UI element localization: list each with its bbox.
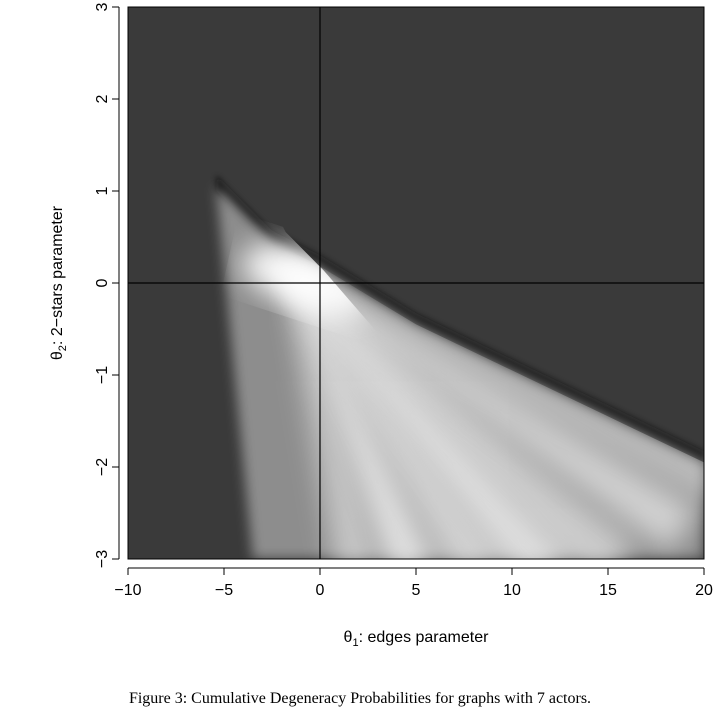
degeneracy-streak <box>289 270 700 554</box>
y-tick-label: 3 <box>94 2 111 11</box>
x-tick-label: −10 <box>114 582 141 599</box>
x-axis-label-subscript: 1 <box>352 637 358 649</box>
degeneracy-edge-band <box>216 175 704 467</box>
x-tick-label: 20 <box>695 582 713 599</box>
x-tick-label: −5 <box>215 582 233 599</box>
degeneracy-streak <box>288 270 637 559</box>
y-tick-label: 2 <box>94 94 111 103</box>
x-tick-label: 15 <box>599 582 617 599</box>
x-axis-label: θ1: edges parameter <box>344 629 490 649</box>
y-axis-label: θ2: 2−stars parameter <box>49 205 69 360</box>
y-axis-label-symbol: θ <box>49 351 66 360</box>
x-tick-label: 5 <box>412 582 421 599</box>
y-axis: −3 −2 −1 0 1 2 3 <box>94 2 120 568</box>
plot-area <box>128 7 704 559</box>
degeneracy-streak <box>289 270 704 504</box>
y-tick-label: −2 <box>94 458 111 476</box>
y-tick-label: 1 <box>94 186 111 195</box>
figure-caption: Figure 3: Cumulative Degeneracy Probabil… <box>128 690 592 707</box>
degeneracy-streaks <box>287 270 704 559</box>
degeneracy-streak <box>287 271 506 559</box>
y-axis-label-subscript: 2 <box>57 345 69 351</box>
y-axis-label-text: : 2−stars parameter <box>49 205 66 345</box>
y-tick-label: 0 <box>94 278 111 287</box>
degeneracy-streak <box>287 272 378 559</box>
x-tick-label: 0 <box>316 582 325 599</box>
y-tick-label: −1 <box>94 366 111 384</box>
x-axis-label-text: : edges parameter <box>359 629 490 646</box>
plot-frame <box>127 6 705 560</box>
degeneracy-streak <box>287 272 439 559</box>
x-axis-label-symbol: θ <box>344 629 353 646</box>
y-tick-label: −3 <box>94 550 111 568</box>
x-tick-label: 10 <box>503 582 521 599</box>
degeneracy-streak <box>288 271 573 559</box>
x-axis: −10 −5 0 5 10 15 20 <box>114 567 713 599</box>
